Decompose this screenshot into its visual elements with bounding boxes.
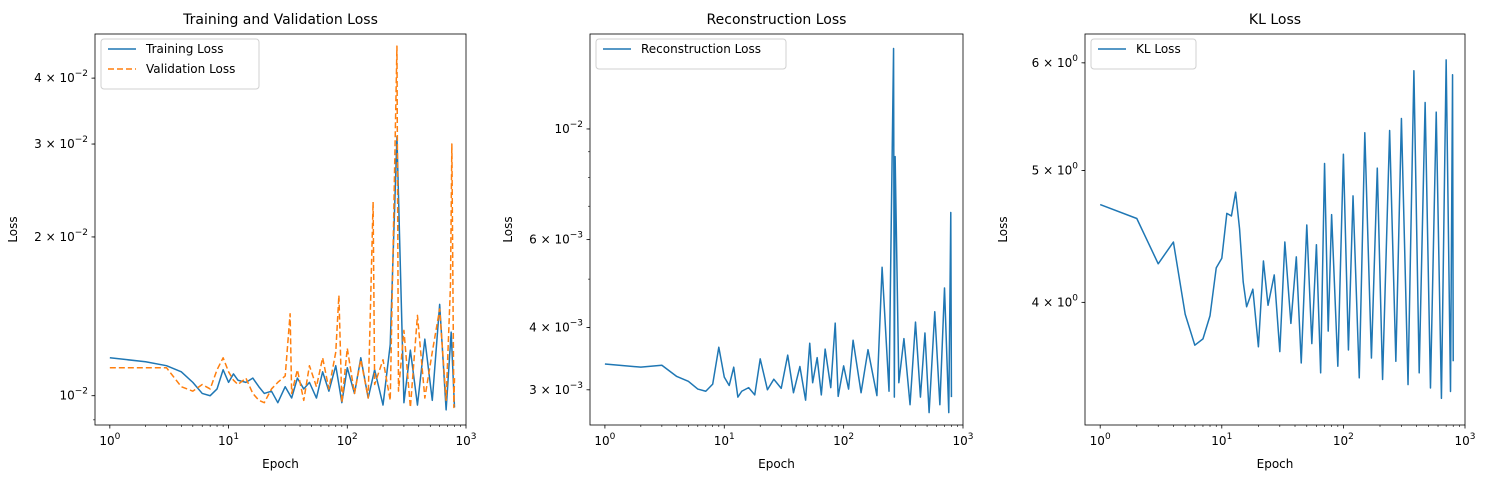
x-tick-label: 101 (218, 432, 239, 448)
y-tick-label: 6 × 100 (1032, 54, 1079, 70)
y-tick-label: 2 × 10−2 (34, 228, 88, 244)
legend-label: Training Loss (145, 42, 223, 56)
x-axis-label: Epoch (1257, 457, 1294, 471)
legend-box (595, 38, 787, 70)
y-tick-label: 3 × 10−3 (529, 381, 583, 397)
x-tick-label: 100 (1090, 432, 1111, 448)
legend-box (100, 38, 260, 90)
legend-label: Validation Loss (146, 62, 235, 76)
legend-box (1090, 38, 1197, 70)
x-tick-label: 102 (833, 432, 854, 448)
series-line-kl-loss (1099, 59, 1454, 400)
legend: Training Loss Validation Loss (100, 38, 260, 90)
x-axis-label: Epoch (262, 457, 299, 471)
y-tick-label: 10−2 (554, 120, 583, 136)
chart-panel-1: 100 101 102 103 10−2 2 × 10−2 3 × 10−2 4 × 10−2… (6, 12, 477, 471)
x-tick-label: 102 (337, 432, 358, 448)
plot-area-frame (94, 33, 467, 426)
y-tick-label: 4 × 10−2 (34, 69, 88, 85)
series-line-training-loss (109, 135, 456, 411)
y-axis-label: Loss (501, 216, 515, 242)
chart-panel-2: 100 101 102 103 3 × 10−3 4 × 10−3 6 × 10−3 10−2… (501, 12, 974, 471)
y-tick-label: 5 × 100 (1032, 162, 1079, 178)
legend-label: Reconstruction Loss (641, 42, 761, 56)
chart-panel-3: 100 101 102 103 4 × 100 5 × 100 6 × 100 KL Loss… (996, 12, 1476, 471)
chart-title: Training and Validation Loss (182, 12, 378, 28)
chart-title: Reconstruction Loss (707, 12, 847, 28)
y-tick-label: 10−2 (59, 387, 88, 403)
legend: KL Loss (1090, 38, 1197, 70)
x-tick-label: 103 (952, 432, 973, 448)
legend-label: KL Loss (1136, 42, 1181, 56)
x-tick-label: 100 (594, 432, 615, 448)
chart-title: KL Loss (1249, 12, 1301, 28)
plot-area-frame (589, 33, 964, 426)
y-tick-label: 4 × 100 (1032, 293, 1079, 309)
y-tick-label: 6 × 10−3 (529, 231, 583, 247)
y-tick-label: 4 × 10−3 (529, 318, 583, 334)
series-line-reconstruction-loss (604, 47, 953, 414)
x-tick-label: 101 (714, 432, 735, 448)
y-axis-label: Loss (996, 216, 1010, 242)
y-axis-label: Loss (6, 216, 20, 242)
x-tick-label: 103 (1454, 432, 1475, 448)
x-tick-label: 103 (455, 432, 476, 448)
plot-area-frame (1084, 33, 1466, 426)
x-tick-label: 100 (99, 432, 120, 448)
x-tick-label: 102 (1333, 432, 1354, 448)
x-axis-label: Epoch (758, 457, 795, 471)
x-tick-label: 101 (1211, 432, 1232, 448)
legend: Reconstruction Loss (595, 38, 787, 70)
y-tick-label: 3 × 10−2 (34, 135, 88, 151)
